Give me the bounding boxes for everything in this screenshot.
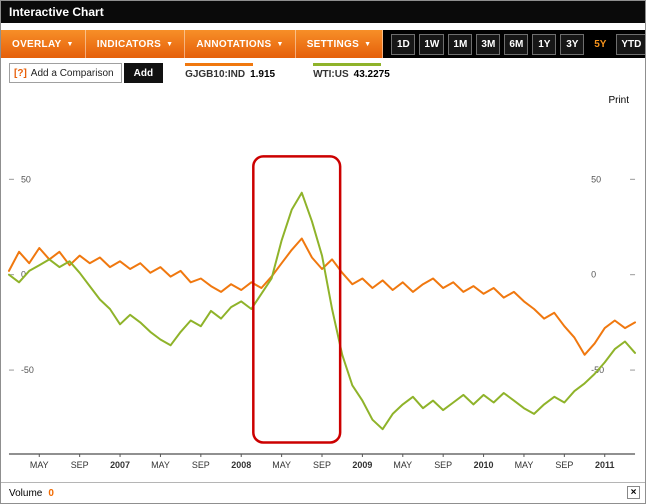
dropdown-menus: OVERLAY ▼ INDICATORS ▼ ANNOTATIONS ▼ SET… bbox=[1, 30, 384, 58]
range-button-3m[interactable]: 3M bbox=[476, 33, 501, 55]
x-tick-label: MAY bbox=[393, 460, 412, 470]
range-button-1m[interactable]: 1M bbox=[448, 33, 473, 55]
dropdown-arrow-icon: ▼ bbox=[166, 40, 174, 48]
x-tick-label: 2011 bbox=[595, 460, 614, 470]
chart-legend: GJGB10:IND 1.915 WTI:US 43.2275 bbox=[185, 63, 390, 80]
series-swatch-orange-icon bbox=[185, 63, 254, 66]
x-tick-label: MAY bbox=[515, 460, 534, 470]
x-tick-label: 2007 bbox=[110, 460, 130, 470]
x-tick-label: MAY bbox=[151, 460, 170, 470]
dropdown-arrow-icon: ▼ bbox=[364, 40, 372, 48]
print-row: Print bbox=[1, 95, 645, 109]
series-swatch-green-icon bbox=[313, 63, 382, 66]
menu-indicators[interactable]: INDICATORS ▼ bbox=[86, 30, 186, 58]
annotation-rect[interactable] bbox=[252, 155, 342, 444]
range-button-1d[interactable]: 1D bbox=[391, 33, 416, 55]
y-tick-label-left: -50 bbox=[21, 365, 34, 375]
add-button[interactable]: Add bbox=[123, 63, 164, 83]
series-line-gjgb10-ind bbox=[7, 237, 637, 356]
menu-bar: OVERLAY ▼ INDICATORS ▼ ANNOTATIONS ▼ SET… bbox=[1, 30, 645, 58]
x-tick-label: SEP bbox=[434, 460, 452, 470]
legend-ticker: GJGB10:IND bbox=[185, 69, 246, 80]
print-link[interactable]: Print bbox=[608, 95, 629, 106]
legend-value: 43.2275 bbox=[353, 69, 390, 80]
comparison-row: [?] Add a Comparison Add GJGB10:IND 1.91… bbox=[9, 63, 645, 83]
y-tick-label-left: 0 bbox=[21, 270, 26, 280]
x-tick-label: SEP bbox=[555, 460, 573, 470]
close-icon[interactable]: × bbox=[627, 486, 640, 499]
legend-item-wti: WTI:US 43.2275 bbox=[313, 63, 390, 80]
add-comparison-label: Add a Comparison bbox=[30, 67, 114, 79]
menu-indicators-label: INDICATORS bbox=[96, 38, 162, 50]
x-tick-label: MAY bbox=[272, 460, 291, 470]
x-tick-label: SEP bbox=[71, 460, 89, 470]
range-buttons: 1D 1W 1M 3M 6M 1Y 3Y 5Y YTD bbox=[383, 30, 645, 58]
range-button-5y[interactable]: 5Y bbox=[588, 33, 613, 55]
window-title: Interactive Chart bbox=[9, 5, 104, 19]
legend-value: 1.915 bbox=[250, 69, 276, 80]
range-button-1w[interactable]: 1W bbox=[419, 33, 445, 55]
legend-item-gjgb10: GJGB10:IND 1.915 bbox=[185, 63, 275, 80]
menu-settings-label: SETTINGS bbox=[306, 38, 360, 50]
y-tick-label-right: 50 bbox=[591, 174, 601, 184]
x-tick-label: SEP bbox=[192, 460, 210, 470]
volume-label: Volume bbox=[9, 487, 43, 499]
dropdown-arrow-icon: ▼ bbox=[66, 40, 74, 48]
y-tick-label-left: 50 bbox=[21, 174, 31, 184]
legend-ticker: WTI:US bbox=[313, 69, 349, 80]
help-icon[interactable]: [?] bbox=[14, 67, 27, 79]
menu-annotations[interactable]: ANNOTATIONS ▼ bbox=[185, 30, 296, 58]
x-tick-label: 2010 bbox=[474, 460, 494, 470]
x-tick-label: MAY bbox=[30, 460, 49, 470]
range-button-ytd[interactable]: YTD bbox=[616, 33, 645, 55]
y-tick-label-right: 0 bbox=[591, 270, 596, 280]
menu-overlay[interactable]: OVERLAY ▼ bbox=[1, 30, 86, 58]
title-bar: Interactive Chart bbox=[1, 1, 645, 23]
dropdown-arrow-icon: ▼ bbox=[276, 40, 284, 48]
volume-bar: Volume 0 × bbox=[1, 482, 645, 503]
range-button-3y[interactable]: 3Y bbox=[560, 33, 585, 55]
menu-settings[interactable]: SETTINGS ▼ bbox=[296, 30, 384, 58]
menu-annotations-label: ANNOTATIONS bbox=[196, 38, 272, 50]
menu-overlay-label: OVERLAY bbox=[12, 38, 62, 50]
x-tick-label: SEP bbox=[313, 460, 331, 470]
series-line-wti-us bbox=[7, 191, 637, 431]
volume-value: 0 bbox=[48, 487, 54, 499]
x-tick-label: 2009 bbox=[352, 460, 372, 470]
add-comparison-box[interactable]: [?] Add a Comparison bbox=[9, 63, 122, 83]
range-button-6m[interactable]: 6M bbox=[504, 33, 529, 55]
range-button-1y[interactable]: 1Y bbox=[532, 33, 557, 55]
x-tick-label: 2008 bbox=[231, 460, 251, 470]
